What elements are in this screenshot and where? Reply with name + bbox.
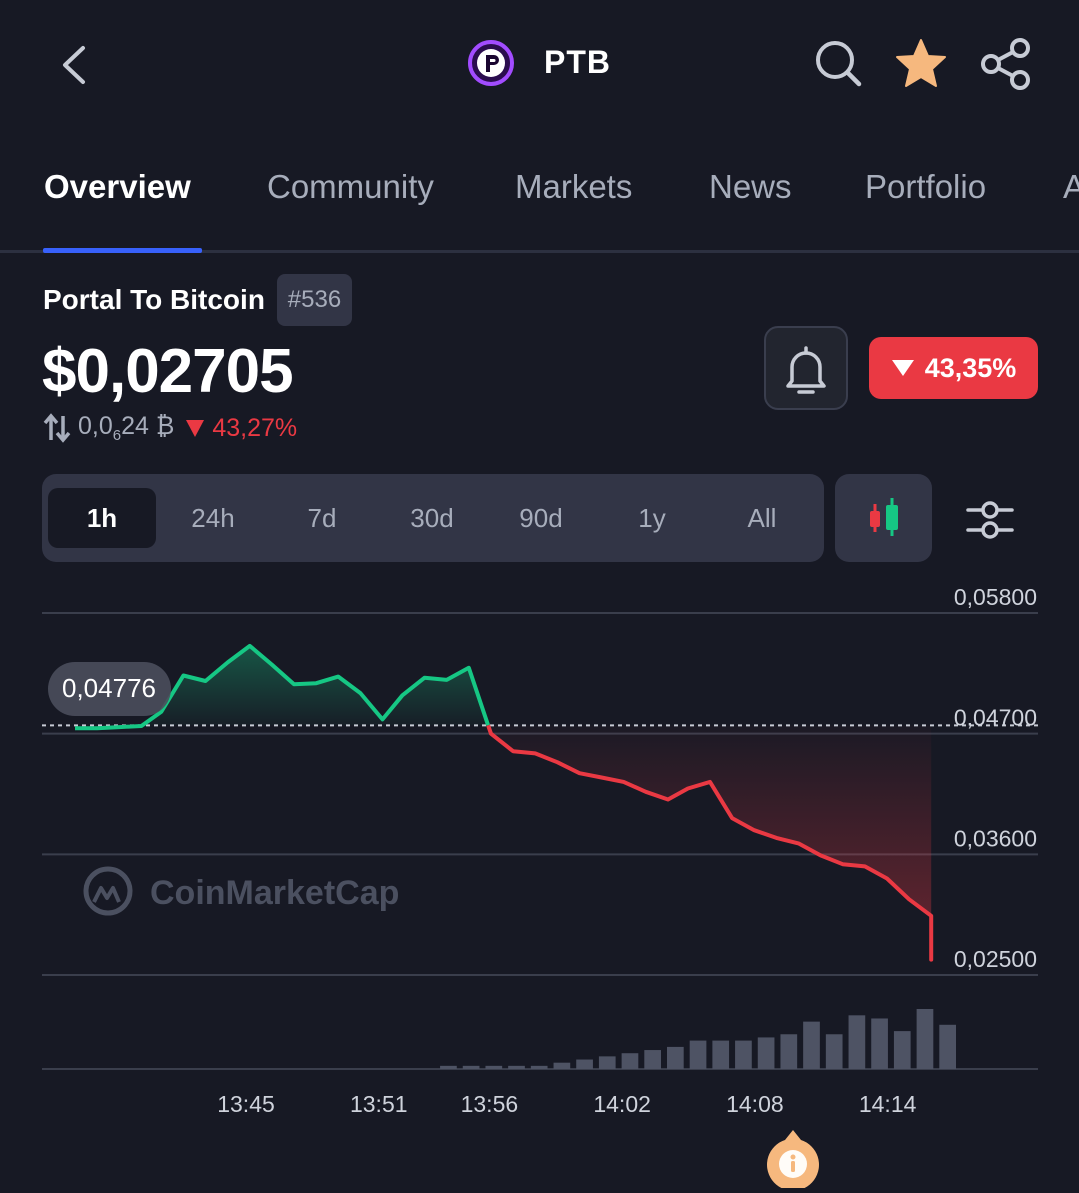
- range-30d[interactable]: 30d: [410, 502, 454, 533]
- volume-bar: [803, 1021, 820, 1069]
- tab-more[interactable]: A: [1063, 168, 1079, 205]
- range-7d[interactable]: 7d: [307, 502, 337, 533]
- sliders-icon: [966, 501, 1014, 539]
- btc-price: 0,0624 ₿: [78, 412, 175, 444]
- volume-bar: [893, 1031, 911, 1069]
- volume-bar: [644, 1050, 661, 1069]
- active-tab-indicator: [43, 248, 202, 253]
- volume-bar: [667, 1046, 684, 1069]
- volume-bar: [939, 1024, 956, 1069]
- volume-bar: [508, 1065, 525, 1069]
- tab-bar: Overview Community Markets News Portfoli…: [0, 160, 1079, 253]
- star-icon: [896, 39, 946, 87]
- volume-bar: [825, 1034, 843, 1069]
- volume-bar: [757, 1037, 775, 1069]
- share-icon: [981, 38, 1030, 90]
- y-tick-label: 0,03600: [954, 825, 1037, 851]
- range-1h[interactable]: 1h: [48, 488, 156, 548]
- open-price-label: 0,04776: [62, 673, 156, 703]
- watermark-text: CoinMarketCap: [150, 874, 399, 912]
- volume-bar: [848, 1015, 866, 1069]
- time-range-selector: 1h 24h 7d 30d 90d 1y All: [42, 474, 824, 562]
- volume-bar: [621, 1053, 639, 1069]
- down-triangle-icon: [891, 360, 914, 376]
- volume-bars: [440, 1009, 956, 1069]
- coin-price: $0,02705: [42, 337, 294, 406]
- down-triangle-icon: [186, 420, 205, 437]
- range-all[interactable]: All: [747, 502, 777, 533]
- share-button[interactable]: [978, 36, 1032, 90]
- y-tick-label: 0,02500: [954, 946, 1037, 972]
- swap-arrows-icon: [43, 413, 71, 443]
- volume-bar: [780, 1034, 798, 1069]
- price-change-value: 43,35%: [924, 352, 1017, 383]
- range-1y[interactable]: 1y: [638, 502, 666, 533]
- volume-bar: [553, 1062, 571, 1069]
- volume-bar: [440, 1065, 457, 1069]
- coinmarketcap-watermark: CoinMarketCap: [83, 866, 399, 916]
- back-icon: [63, 46, 85, 84]
- tab-news[interactable]: News: [709, 168, 792, 205]
- up-area: [75, 645, 489, 729]
- volume-bar: [598, 1056, 616, 1069]
- info-button[interactable]: [766, 1128, 820, 1191]
- coin-logo: [466, 38, 516, 88]
- x-tick-label: 13:56: [461, 1091, 519, 1117]
- tab-overview[interactable]: Overview: [44, 168, 191, 205]
- candlestick-toggle-button[interactable]: [835, 474, 932, 562]
- x-tick-label: 14:14: [859, 1091, 917, 1117]
- volume-bar: [871, 1018, 888, 1069]
- volume-bar: [485, 1065, 503, 1069]
- price-chart[interactable]: CoinMarketCap 0,05800 0,04700 0,03600 0,025…: [0, 580, 1079, 1140]
- tab-portfolio[interactable]: Portfolio: [865, 168, 987, 205]
- bell-icon: [786, 346, 826, 394]
- btc-price-row[interactable]: 0,0624 ₿ 43,27%: [42, 412, 297, 444]
- candlestick-icon: [870, 498, 898, 536]
- range-24h[interactable]: 24h: [191, 502, 235, 533]
- open-price-tag: 0,04776: [48, 662, 171, 716]
- volume-bar: [530, 1065, 548, 1069]
- range-90d[interactable]: 90d: [519, 502, 563, 533]
- tab-community[interactable]: Community: [267, 168, 434, 205]
- price-line-up: [75, 643, 490, 731]
- volume-bar: [462, 1065, 480, 1069]
- y-tick-label: 0,04700: [954, 705, 1037, 731]
- back-button[interactable]: [55, 40, 95, 90]
- watchlist-star-button[interactable]: [893, 36, 947, 90]
- tab-markets[interactable]: Markets: [515, 168, 633, 205]
- volume-bar: [576, 1059, 593, 1069]
- x-tick-label: 13:45: [217, 1091, 275, 1117]
- x-tick-label: 14:08: [726, 1091, 784, 1117]
- volume-bar: [689, 1040, 707, 1069]
- chart-settings-button[interactable]: [960, 490, 1020, 550]
- price-change-badge: 43,35%: [869, 337, 1038, 399]
- info-icon: [767, 1130, 819, 1191]
- price-alert-button[interactable]: [764, 326, 848, 410]
- rank-badge: #536: [277, 274, 352, 326]
- price-line-down: [486, 724, 934, 962]
- down-area: [488, 725, 932, 960]
- coin-name: Portal To Bitcoin: [43, 284, 265, 315]
- btc-change: 43,27%: [212, 413, 298, 442]
- coin-ticker: PTB: [544, 44, 611, 80]
- volume-bar: [916, 1009, 934, 1069]
- search-icon: [816, 41, 862, 87]
- x-tick-label: 13:51: [350, 1091, 408, 1117]
- x-tick-label: 14:02: [593, 1091, 651, 1117]
- volume-bar: [735, 1040, 752, 1069]
- volume-bar: [712, 1040, 730, 1069]
- search-button[interactable]: [811, 36, 865, 90]
- y-tick-label: 0,05800: [954, 584, 1037, 610]
